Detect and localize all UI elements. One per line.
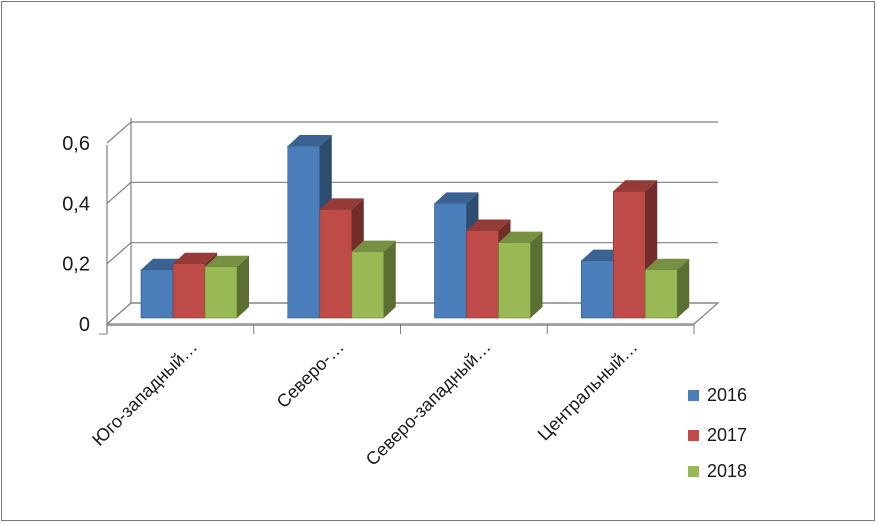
- legend-swatch-2016: [688, 389, 699, 401]
- bar-front: [287, 145, 321, 319]
- bar-top: [205, 255, 249, 267]
- y-tick-label: 0: [79, 314, 90, 336]
- bar-2018-2: [498, 231, 543, 319]
- legend-item-2016: 2016: [688, 384, 747, 406]
- bar-2017-2: [466, 219, 511, 319]
- bar-top: [287, 135, 332, 147]
- bar-2018-3: [644, 258, 690, 319]
- legend-swatch-2017: [688, 429, 699, 441]
- bar-top: [173, 252, 217, 264]
- bar-2018-1: [351, 240, 396, 319]
- legend-item-2018: 2018: [688, 460, 747, 482]
- y-axis-ticks: 0 0,2 0,4 0,6: [62, 133, 90, 336]
- bar-front: [140, 269, 174, 319]
- legend-item-2017: 2017: [688, 424, 747, 446]
- bar-front: [612, 191, 646, 319]
- bar-front: [172, 263, 206, 319]
- x-category-label: Северо-…: [273, 337, 348, 412]
- bar-front: [204, 266, 238, 319]
- bars: [140, 135, 690, 319]
- bar-front: [351, 251, 385, 319]
- y-tick-label: 0,4: [62, 193, 90, 215]
- bar-side: [383, 240, 396, 318]
- bar-2017-3: [612, 180, 658, 319]
- x-category-label: Центральный…: [534, 337, 642, 445]
- legend-swatch-2018: [688, 465, 699, 477]
- gridline-depth: [106, 242, 132, 265]
- bar-side: [530, 231, 543, 318]
- legend-label-2017: 2017: [707, 424, 748, 445]
- gridline-depth: [106, 181, 132, 204]
- y-tick-label: 0,6: [62, 133, 90, 155]
- bar-top: [498, 231, 543, 243]
- gridline-depth: [106, 121, 132, 144]
- bar-top: [434, 192, 479, 204]
- bar-front: [644, 269, 678, 319]
- bar-front: [466, 230, 499, 319]
- x-category-label: Северо-западный…: [362, 337, 495, 470]
- bar-front: [434, 203, 467, 319]
- x-category-label: Юго-западный…: [88, 337, 201, 450]
- bar-side: [677, 258, 690, 318]
- bar-top: [351, 240, 396, 252]
- bar-top: [466, 219, 511, 231]
- y-tick-label: 0,2: [62, 254, 90, 276]
- bar-front: [580, 260, 614, 319]
- bar-top: [319, 198, 364, 210]
- bar-2018-0: [204, 255, 249, 319]
- bar-side: [237, 255, 249, 318]
- legend-label-2016: 2016: [707, 384, 748, 405]
- bar-front: [498, 242, 531, 319]
- x-axis-categories: Юго-западный… Северо-… Северо-западный… Цен…: [88, 337, 641, 470]
- bar-top: [645, 258, 690, 270]
- bar-front: [319, 209, 353, 319]
- legend-label-2018: 2018: [707, 460, 748, 481]
- bar-top: [613, 180, 658, 192]
